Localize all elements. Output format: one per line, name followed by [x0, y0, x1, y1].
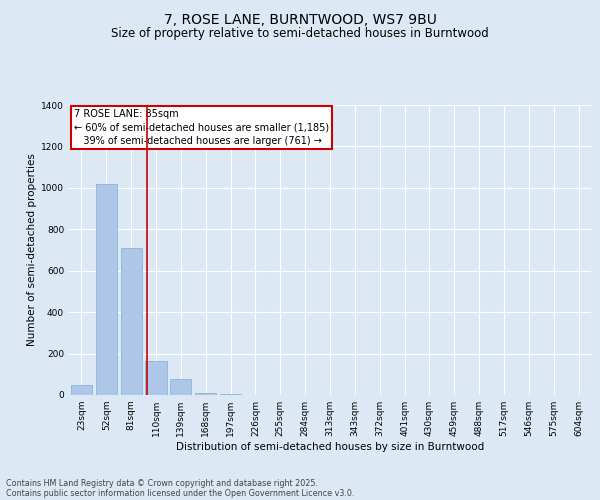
- Bar: [195, 393, 216, 395]
- Bar: [96, 184, 117, 395]
- Bar: [71, 384, 92, 395]
- Text: Contains public sector information licensed under the Open Government Licence v3: Contains public sector information licen…: [6, 488, 355, 498]
- Text: Contains HM Land Registry data © Crown copyright and database right 2025.: Contains HM Land Registry data © Crown c…: [6, 478, 318, 488]
- X-axis label: Distribution of semi-detached houses by size in Burntwood: Distribution of semi-detached houses by …: [176, 442, 484, 452]
- Bar: [121, 248, 142, 395]
- Bar: [170, 380, 191, 395]
- Bar: [145, 361, 167, 395]
- Text: Size of property relative to semi-detached houses in Burntwood: Size of property relative to semi-detach…: [111, 28, 489, 40]
- Bar: [220, 394, 241, 395]
- Y-axis label: Number of semi-detached properties: Number of semi-detached properties: [27, 154, 37, 346]
- Text: 7, ROSE LANE, BURNTWOOD, WS7 9BU: 7, ROSE LANE, BURNTWOOD, WS7 9BU: [164, 12, 436, 26]
- Text: 7 ROSE LANE: 85sqm
← 60% of semi-detached houses are smaller (1,185)
   39% of s: 7 ROSE LANE: 85sqm ← 60% of semi-detache…: [74, 110, 329, 146]
